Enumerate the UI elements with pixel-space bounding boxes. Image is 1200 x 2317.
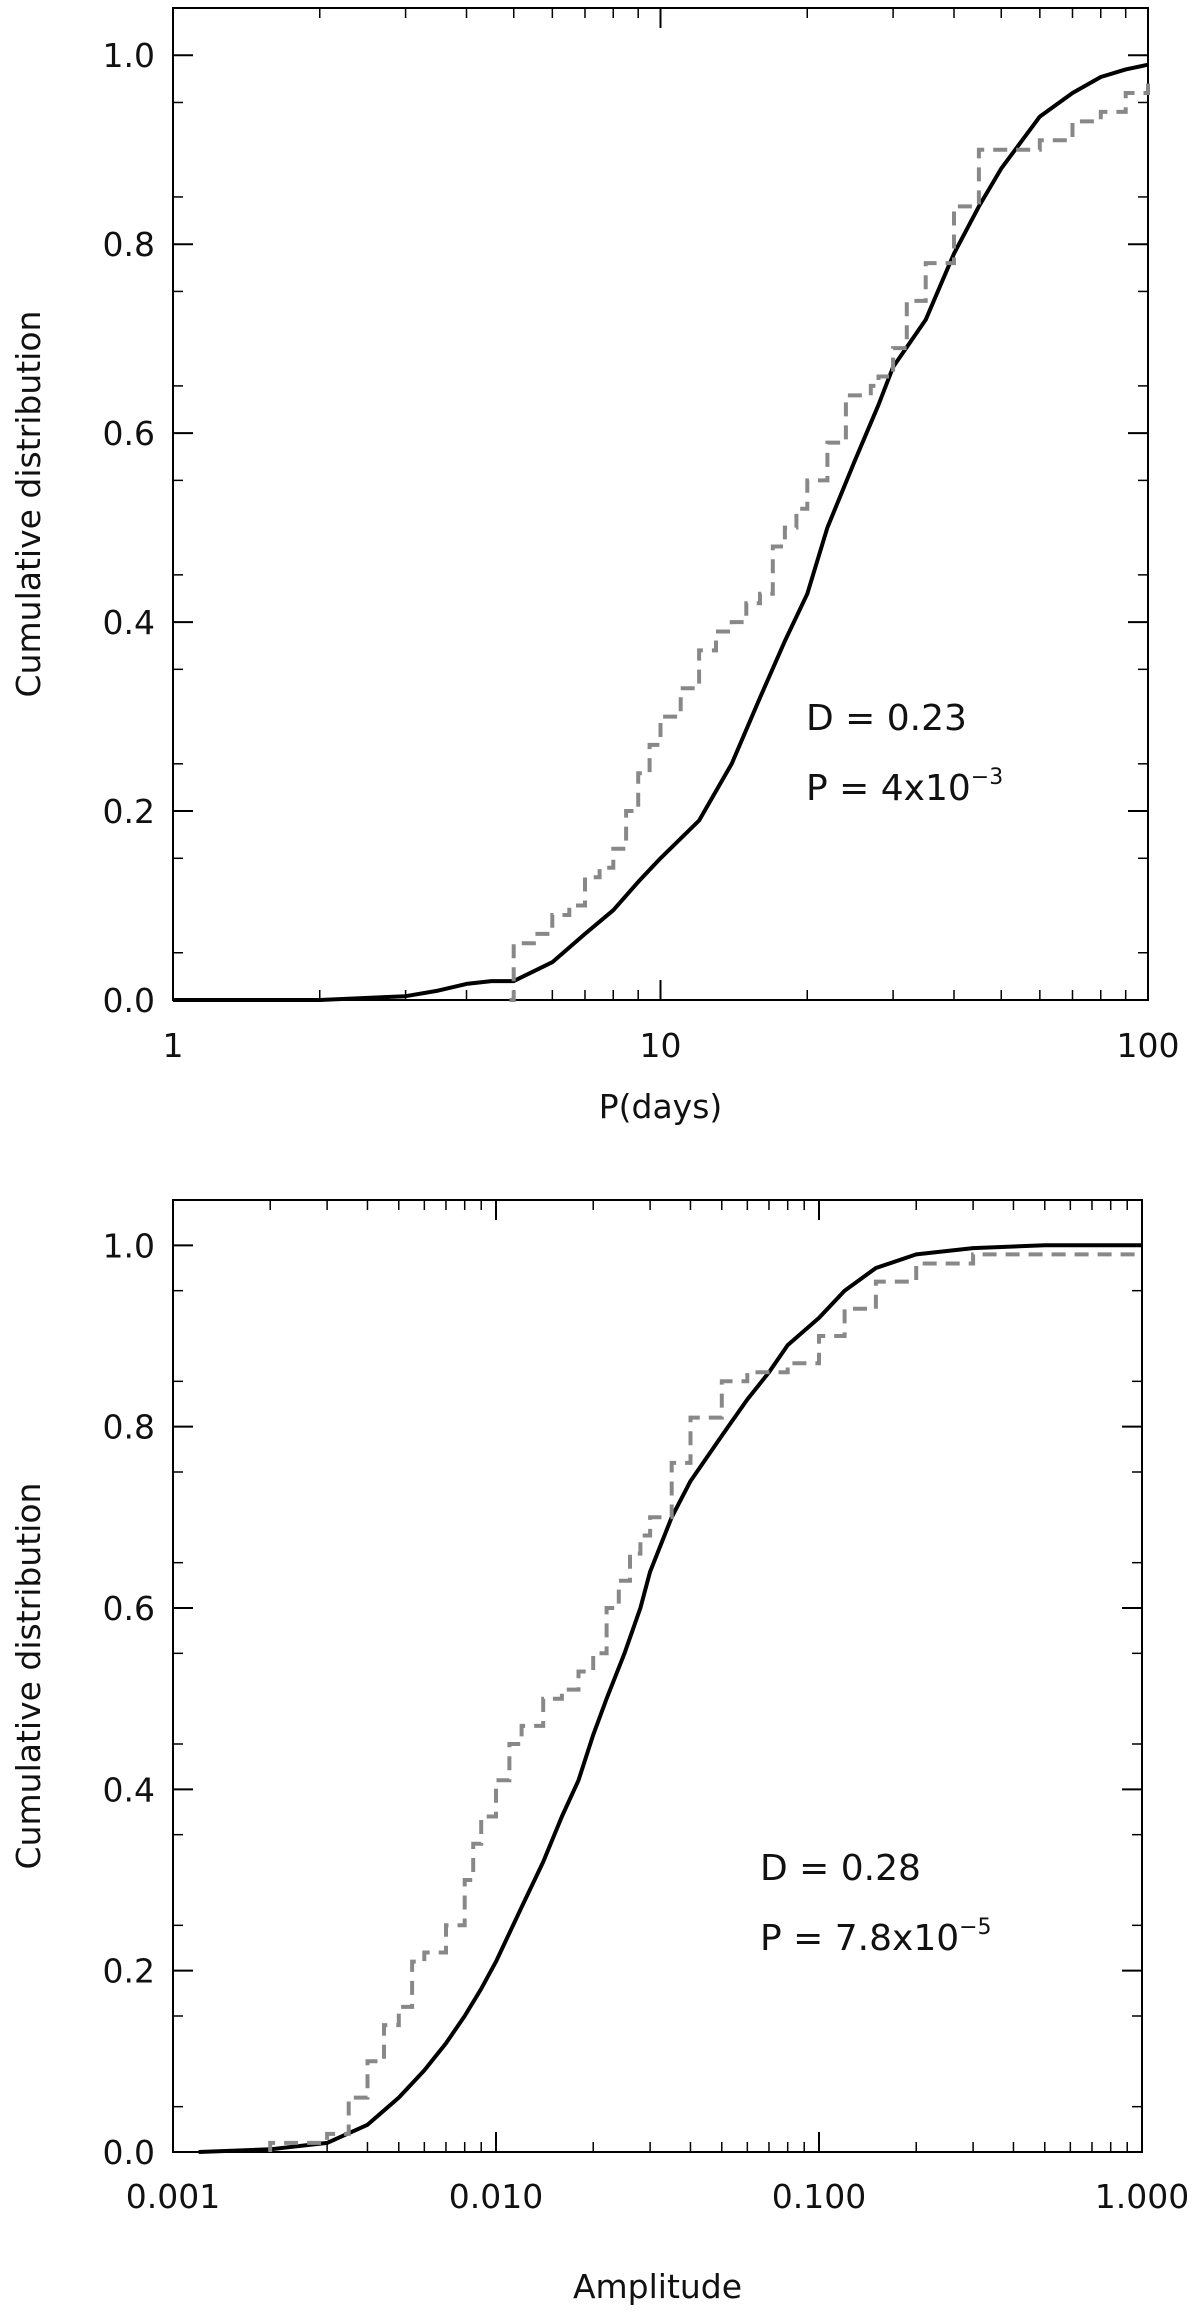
annotation-d-statistic: D = 0.23	[806, 698, 967, 739]
y-tick-label: 0.4	[103, 1770, 155, 1809]
x-tick-label: 0.010	[449, 2177, 543, 2216]
y-tick-label: 0.0	[103, 981, 155, 1020]
chart-top-period: 1 10 100 0.0 0.2 0.4 0.6 0.8 1.0 P(days) Cumulativ…	[9, 7, 1180, 1126]
x-tick-label: 100	[1117, 1026, 1180, 1065]
plot-frame	[172, 1199, 1143, 2153]
series-line-comparison	[509, 83, 1150, 1002]
x-tick-label: 1	[163, 1026, 184, 1065]
annotation-p-value: P = 4x10−3	[806, 765, 1003, 809]
y-axis-title: Cumulative distribution	[9, 1483, 48, 1870]
y-tick-label: 0.8	[103, 1408, 155, 1447]
y-tick-label: 0.6	[103, 414, 155, 453]
x-tick-label: 0.100	[772, 2177, 866, 2216]
series-line-sample	[198, 1243, 1142, 2154]
y-tick-label: 0.4	[103, 603, 155, 642]
y-axis-title: Cumulative distribution	[9, 311, 48, 698]
chart-bottom-amplitude: 0.001 0.010 0.100 1.000 0.0 0.2 0.4 0.6 0.8 1.0 Am…	[9, 1199, 1189, 2306]
x-tick-label: 1.000	[1095, 2177, 1189, 2216]
annotation-p-value: P = 7.8x10−5	[760, 1915, 992, 1959]
y-tick-label: 0.2	[103, 792, 155, 831]
x-axis-title: P(days)	[599, 1087, 723, 1126]
y-tick-label: 1.0	[103, 1226, 155, 1265]
x-axis-title: Amplitude	[573, 2267, 742, 2306]
plot-frame	[172, 7, 1149, 1001]
annotation-d-statistic: D = 0.28	[760, 1848, 921, 1889]
y-tick-label: 0.8	[103, 225, 155, 264]
series-line-sample	[173, 62, 1149, 1002]
y-tick-label: 0.6	[103, 1589, 155, 1628]
y-tick-label: 0.2	[103, 1952, 155, 1991]
y-tick-label: 1.0	[103, 36, 155, 75]
y-tick-label: 0.0	[103, 2133, 155, 2172]
annotation-p-exponent: −3	[971, 765, 1003, 790]
x-tick-label: 10	[640, 1026, 682, 1065]
annotation-p-exponent: −5	[959, 1915, 991, 1940]
series-line-comparison	[268, 1252, 1142, 2152]
x-tick-label: 0.001	[126, 2177, 220, 2216]
